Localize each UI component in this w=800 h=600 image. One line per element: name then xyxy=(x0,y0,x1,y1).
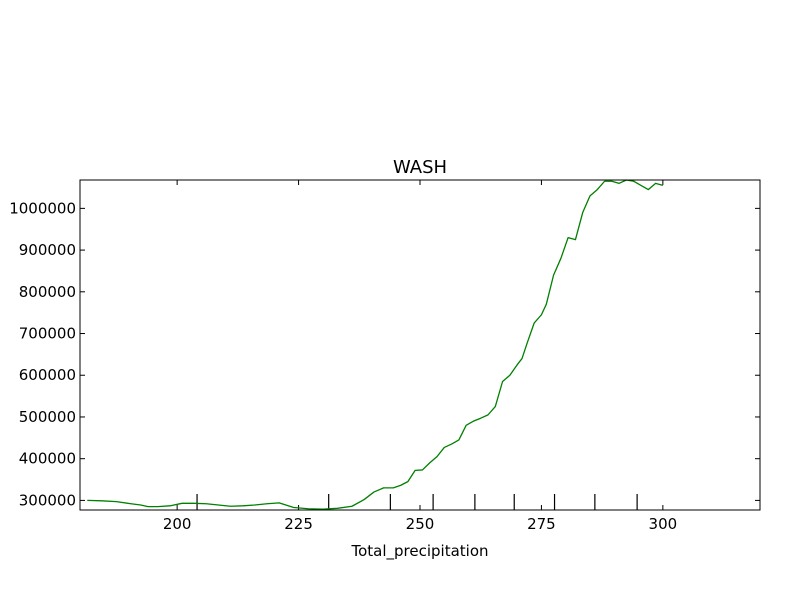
x-tick-label: 250 xyxy=(406,515,435,533)
y-tick-label: 800000 xyxy=(19,283,76,301)
x-axis-label: Total_precipitation xyxy=(350,542,488,561)
x-tick-label: 225 xyxy=(284,515,313,533)
plot-frame xyxy=(79,179,761,511)
y-tick-label: 600000 xyxy=(19,366,76,384)
plot-area: 200 225 250 275 300 300000 400000 500000 600000 7… xyxy=(9,179,760,533)
x-tick-label: 200 xyxy=(163,515,192,533)
y-tick-label: 700000 xyxy=(19,325,76,343)
y-tick-label: 500000 xyxy=(19,408,76,426)
y-tick-label: 1000000 xyxy=(9,199,76,217)
series-line xyxy=(87,179,664,510)
y-tick-label: 900000 xyxy=(19,241,76,259)
y-tick-label: 400000 xyxy=(19,450,76,468)
y-tick-label: 300000 xyxy=(19,491,76,509)
x-tick-label: 300 xyxy=(649,515,678,533)
x-tick-label: 275 xyxy=(527,515,556,533)
chart-title: WASH xyxy=(393,157,447,178)
